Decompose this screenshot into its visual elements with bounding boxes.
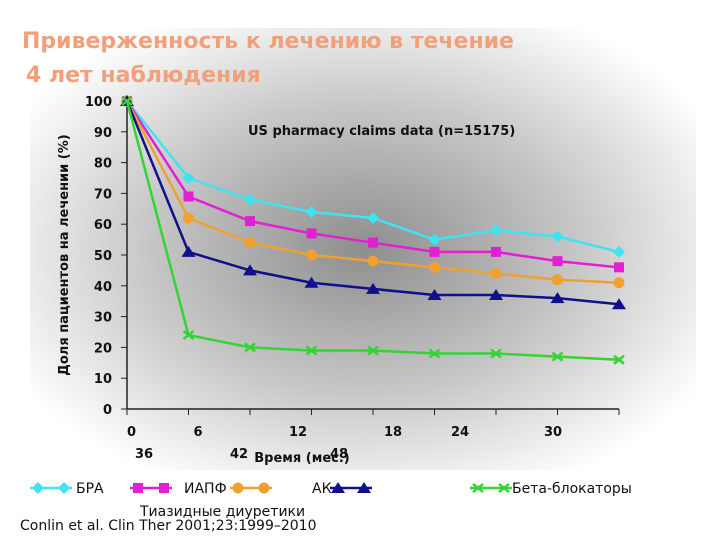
marker xyxy=(244,237,256,249)
marker xyxy=(490,267,502,279)
x-axis-label: Время (мес.) xyxy=(254,451,350,466)
x-tick-label: 18 xyxy=(384,425,402,440)
marker xyxy=(614,262,624,273)
marker xyxy=(613,354,625,365)
marker xyxy=(427,289,442,301)
legend-label: ИАПФ xyxy=(184,481,227,497)
x-tick-label: 0 xyxy=(127,425,136,440)
x-tick-label: 42 xyxy=(230,447,248,462)
y-tick-label: 60 xyxy=(94,218,112,233)
marker xyxy=(182,330,195,341)
marker xyxy=(491,246,501,257)
marker xyxy=(182,172,195,184)
y-tick-label: 100 xyxy=(85,95,112,110)
marker xyxy=(367,212,379,225)
marker xyxy=(306,228,317,239)
legend-label: АК xyxy=(312,481,332,497)
marker xyxy=(551,230,564,243)
annotation: US pharmacy claims data (n=15175) xyxy=(248,124,515,139)
legend-item: АК xyxy=(230,481,332,497)
y-tick-label: 70 xyxy=(94,187,112,202)
marker xyxy=(489,289,503,301)
marker xyxy=(159,483,169,493)
marker xyxy=(550,292,565,304)
marker xyxy=(367,345,379,356)
y-tick-label: 0 xyxy=(103,403,112,418)
marker xyxy=(183,212,194,224)
marker xyxy=(258,482,270,494)
marker xyxy=(306,249,317,261)
marker xyxy=(305,205,318,218)
legend-label: Бета-блокаторы xyxy=(512,481,632,497)
y-tick-label: 20 xyxy=(94,341,112,356)
marker xyxy=(304,276,319,288)
marker xyxy=(552,274,563,286)
y-axis-label: Доля пациентов на лечении (%) xyxy=(57,134,72,375)
marker xyxy=(428,348,441,359)
marker xyxy=(472,483,484,493)
marker xyxy=(305,345,318,356)
x-tick-label: 36 xyxy=(135,447,153,462)
marker xyxy=(133,483,143,493)
marker xyxy=(32,482,44,494)
marker xyxy=(121,96,133,106)
y-tick-label: 80 xyxy=(94,157,112,172)
legend-label: БРА xyxy=(76,481,104,497)
marker xyxy=(331,482,345,493)
legend-label: Тиазидные диуретики xyxy=(139,504,305,520)
y-tick-label: 40 xyxy=(94,280,112,295)
marker xyxy=(366,282,380,294)
marker xyxy=(613,245,625,258)
marker xyxy=(245,216,255,227)
legend-item: ИАПФ xyxy=(130,481,227,497)
marker xyxy=(613,277,625,289)
marker xyxy=(181,245,196,257)
marker xyxy=(244,193,256,206)
y-tick-label: 90 xyxy=(94,126,112,141)
marker xyxy=(498,483,510,493)
marker xyxy=(368,237,378,248)
y-tick-label: 30 xyxy=(94,311,112,326)
source: Conlin et al. Clin Ther 2001;23:1999–201… xyxy=(20,518,317,534)
x-tick-label: 30 xyxy=(544,425,562,440)
marker xyxy=(552,256,563,267)
marker xyxy=(58,482,70,494)
legend-item: Тиазидные диуретики xyxy=(139,482,372,520)
panel xyxy=(30,28,696,470)
marker xyxy=(490,224,502,237)
x-tick-label: 6 xyxy=(193,425,202,440)
x-tick-label: 24 xyxy=(451,425,469,440)
marker xyxy=(244,342,256,353)
legend-item: БРА xyxy=(30,481,104,497)
marker xyxy=(183,191,194,202)
marker xyxy=(243,264,257,276)
x-tick-label: 12 xyxy=(289,425,307,440)
marker xyxy=(232,482,244,494)
marker xyxy=(367,255,379,267)
marker xyxy=(612,298,626,310)
y-tick-label: 50 xyxy=(94,249,112,264)
marker xyxy=(429,261,440,273)
title-line: 4 лет наблюдения xyxy=(26,63,261,88)
marker xyxy=(357,482,371,493)
marker xyxy=(429,246,440,257)
marker xyxy=(551,351,564,362)
marker xyxy=(490,348,502,359)
y-tick-label: 10 xyxy=(94,372,112,387)
legend-item: Бета-блокаторы xyxy=(470,481,632,497)
title-line: Приверженность к лечению в течение xyxy=(22,29,514,54)
marker xyxy=(428,233,441,246)
x-tick-label: 48 xyxy=(330,447,348,462)
